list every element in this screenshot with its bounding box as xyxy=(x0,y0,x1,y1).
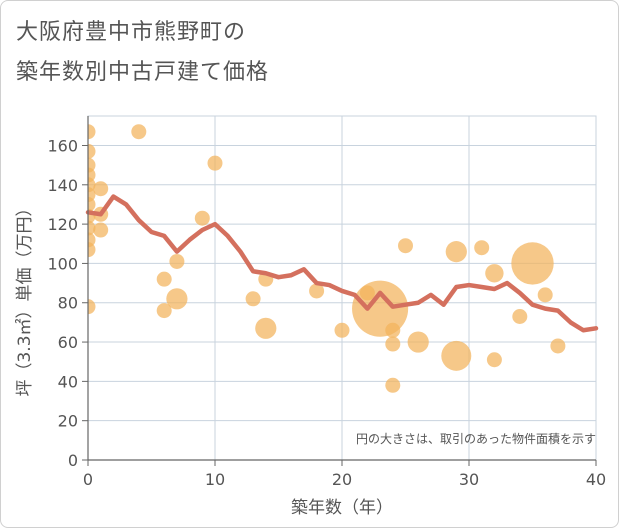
data-bubble xyxy=(309,283,325,299)
data-bubble xyxy=(88,299,96,315)
data-bubble xyxy=(255,317,277,339)
data-bubble xyxy=(550,338,566,354)
x-tick-label: 20 xyxy=(332,470,352,489)
data-bubble xyxy=(93,222,109,238)
y-tick-label: 0 xyxy=(68,451,78,470)
size-note: 円の大きさは、取引のあった物件面積を示す xyxy=(356,431,596,446)
chart-title-line1: 大阪府豊中市熊野町の xyxy=(16,20,247,45)
data-bubble xyxy=(88,124,96,140)
data-bubble xyxy=(245,291,261,307)
y-tick-label: 40 xyxy=(58,372,78,391)
data-bubble xyxy=(194,210,210,226)
y-tick-label: 120 xyxy=(47,215,78,234)
x-tick-label: 30 xyxy=(459,470,479,489)
y-tick-label: 100 xyxy=(47,254,78,273)
x-tick-label: 0 xyxy=(83,470,93,489)
y-tick-label: 60 xyxy=(58,333,78,352)
data-bubble xyxy=(511,242,554,285)
trend-line xyxy=(85,194,599,333)
data-bubble xyxy=(156,271,172,287)
data-bubble xyxy=(441,340,472,371)
data-bubble xyxy=(334,322,350,338)
data-bubble xyxy=(207,155,223,171)
data-bubble xyxy=(485,264,504,283)
axis-layer: 0 20 40 60 80 100 120 140 160 0 10 20 30 40 xyxy=(47,116,606,489)
data-bubble xyxy=(385,336,401,352)
data-bubble xyxy=(537,287,553,303)
data-bubble xyxy=(88,242,96,258)
data-bubble xyxy=(512,309,528,325)
data-bubble xyxy=(93,181,109,197)
data-bubble xyxy=(385,322,401,338)
data-bubble xyxy=(486,352,502,368)
data-bubble xyxy=(445,241,467,263)
data-bubble xyxy=(398,238,413,254)
data-bubble xyxy=(131,124,147,140)
bubble-layer xyxy=(88,124,566,393)
data-bubble xyxy=(407,331,429,353)
data-bubble xyxy=(385,377,401,393)
y-tick-label: 160 xyxy=(47,136,78,155)
chart-title-line2: 築年数別中古戸建て価格 xyxy=(16,60,270,85)
data-bubble xyxy=(474,240,490,256)
grid-layer xyxy=(87,115,597,461)
line-layer xyxy=(85,194,599,333)
x-tick-label: 40 xyxy=(586,470,606,489)
data-bubble xyxy=(169,253,185,269)
data-bubble xyxy=(88,196,96,212)
data-bubble xyxy=(166,288,188,310)
y-tick-label: 20 xyxy=(58,412,78,431)
data-bubble xyxy=(88,143,96,159)
y-tick-label: 80 xyxy=(58,294,78,313)
x-axis-title: 築年数（年） xyxy=(291,498,393,518)
data-bubble xyxy=(156,303,172,319)
x-tick-label: 10 xyxy=(205,470,225,489)
y-axis-title: 坪（3.3㎡）単価（万円） xyxy=(15,199,35,396)
y-tick-label: 140 xyxy=(47,176,78,195)
data-bubble xyxy=(352,280,409,337)
